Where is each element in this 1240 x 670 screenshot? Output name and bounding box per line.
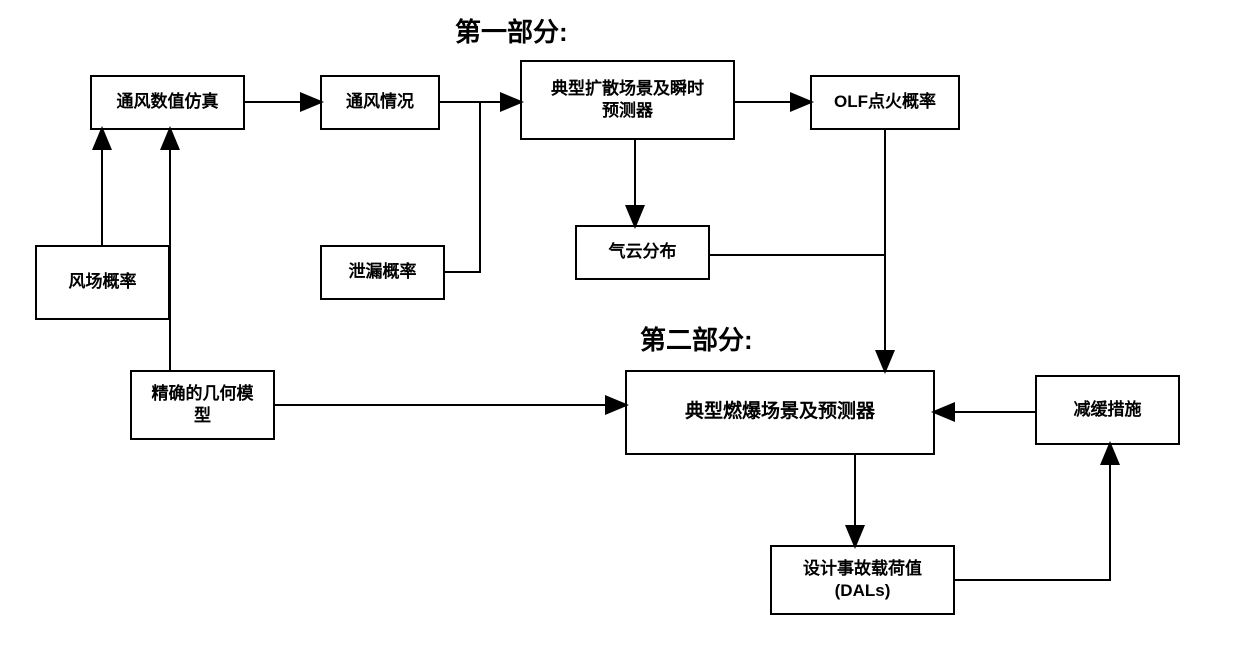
- node-vent-cond: 通风情况: [320, 75, 440, 130]
- node-vent-sim: 通风数值仿真: [90, 75, 245, 130]
- node-olf-ign: OLF点火概率: [810, 75, 960, 130]
- section-label-part1: 第一部分:: [455, 12, 568, 49]
- node-geom-model: 精确的几何模型: [130, 370, 275, 440]
- node-wind-prob: 风场概率: [35, 245, 170, 320]
- node-leak-prob: 泄漏概率: [320, 245, 445, 300]
- section-label-part2: 第二部分:: [640, 320, 753, 357]
- node-mitigation: 减缓措施: [1035, 375, 1180, 445]
- node-dispersion-pred: 典型扩散场景及瞬时预测器: [520, 60, 735, 140]
- node-dals: 设计事故载荷值(DALs): [770, 545, 955, 615]
- node-explosion-pred: 典型燃爆场景及预测器: [625, 370, 935, 455]
- node-gas-cloud: 气云分布: [575, 225, 710, 280]
